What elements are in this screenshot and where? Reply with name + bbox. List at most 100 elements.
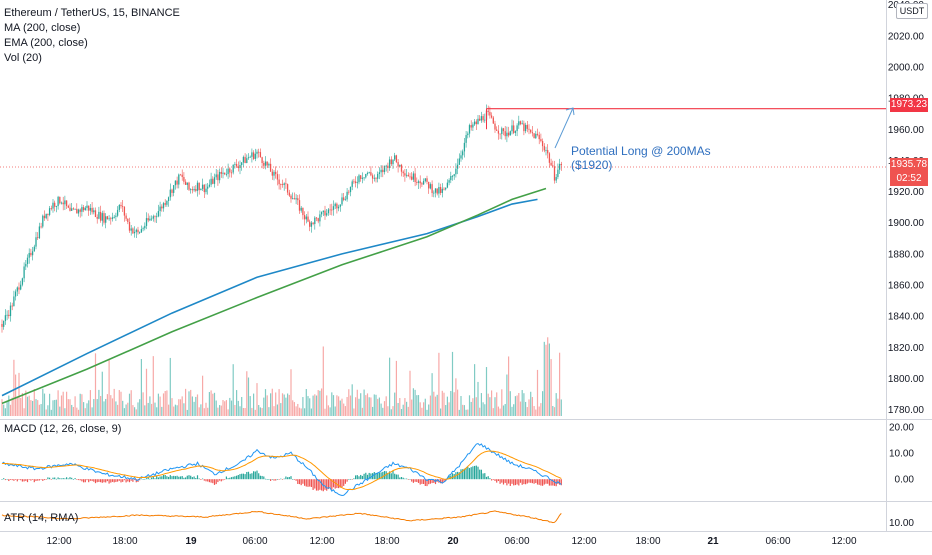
candle — [341, 197, 343, 205]
atr-line[interactable] — [1, 510, 562, 524]
volume-bar — [523, 393, 525, 416]
volume-bar — [472, 398, 474, 416]
macd-histogram-bar — [62, 478, 64, 480]
macd-signal-line[interactable] — [1, 450, 562, 491]
indicator-vol-label[interactable]: Vol (20) — [4, 52, 42, 64]
candle — [140, 229, 143, 233]
macd-histogram-bar — [353, 478, 355, 480]
macd-histogram-bar — [188, 475, 190, 480]
candle — [373, 177, 375, 179]
volume-bar — [360, 393, 362, 416]
volume-bar — [543, 341, 545, 416]
macd-histogram-bar — [77, 479, 80, 481]
macd-histogram-bar — [38, 479, 40, 481]
macd-histogram-bar — [91, 479, 93, 482]
candle — [286, 184, 289, 193]
volume-bar — [122, 400, 124, 416]
candle — [179, 174, 182, 176]
macd-histogram-bar — [271, 479, 273, 480]
ma200-line[interactable] — [1, 198, 538, 397]
macd-histogram-bar — [550, 479, 552, 486]
macd-histogram-bar — [533, 479, 535, 484]
macd-histogram-bar — [215, 479, 217, 485]
volume-bar — [400, 408, 403, 416]
macd-histogram-bar — [202, 478, 204, 480]
candle — [218, 171, 221, 181]
macd-histogram-bar — [552, 479, 554, 486]
candle — [47, 213, 49, 215]
macd-histogram-bar — [538, 479, 540, 485]
candle — [213, 177, 216, 184]
volume-bar — [540, 403, 542, 416]
macd-histogram-bar — [142, 479, 144, 480]
macd-histogram-bar — [139, 479, 141, 481]
volume-bar — [261, 407, 263, 416]
candle — [346, 191, 348, 200]
candle — [144, 225, 146, 229]
candle — [48, 208, 51, 215]
volume-bar — [234, 404, 236, 416]
candle — [375, 177, 377, 179]
candle — [460, 155, 462, 159]
macd-histogram-bar — [203, 479, 205, 481]
candle — [332, 206, 335, 210]
candle — [331, 209, 333, 211]
volume-bar — [161, 406, 163, 416]
ema200-line[interactable] — [1, 187, 547, 405]
volume-bar — [190, 389, 192, 416]
candle — [106, 216, 109, 220]
volume-bar — [397, 403, 399, 416]
volume-bar — [118, 390, 120, 416]
candle — [94, 210, 97, 217]
macd-histogram-bar — [389, 471, 391, 480]
candle — [227, 168, 229, 175]
macd-histogram-bar — [169, 475, 171, 480]
volume-bar — [552, 405, 554, 416]
candle — [365, 173, 367, 178]
macd-histogram-bar — [485, 476, 488, 480]
macd-histogram-bar — [480, 469, 482, 480]
atr-tick-label: 10.00 — [889, 518, 914, 529]
macd-histogram-bar — [3, 478, 5, 480]
candle — [496, 129, 498, 131]
macd-histogram-bar — [28, 479, 30, 480]
candle — [67, 205, 69, 208]
macd-histogram-bar — [186, 475, 188, 480]
annotation-text[interactable]: Potential Long @ 200MAs ($1920) — [571, 144, 711, 172]
macd-histogram-bar — [4, 479, 6, 481]
candle — [297, 198, 299, 201]
candle — [122, 206, 124, 207]
volume-bar — [244, 408, 246, 416]
macd-histogram-bar — [195, 478, 197, 480]
volume-bar — [89, 390, 91, 416]
volume-bar — [353, 408, 355, 416]
volume-bar — [32, 400, 34, 416]
atr-label[interactable]: ATR (14, RMA) — [4, 512, 79, 524]
macd-histogram-bar — [111, 479, 114, 482]
macd-histogram-bar — [450, 475, 452, 480]
annotation-arrow[interactable] — [554, 107, 574, 149]
candle — [385, 165, 387, 167]
volume-bar — [28, 395, 30, 416]
candle — [465, 135, 467, 143]
macd-histogram-bar — [84, 479, 86, 483]
volume-bar — [322, 346, 324, 416]
candle — [156, 216, 158, 218]
volume-bar — [513, 404, 515, 416]
candle — [521, 123, 523, 125]
macd-histogram-bar — [152, 476, 154, 480]
indicator-ma-label[interactable]: MA (200, close) — [4, 22, 81, 34]
macd-label[interactable]: MACD (12, 26, close, 9) — [4, 423, 122, 435]
macd-histogram-bar — [168, 476, 170, 480]
candle — [519, 121, 522, 125]
volume-bar — [525, 401, 527, 416]
volume-bar — [387, 406, 389, 416]
volume-bar — [368, 397, 370, 416]
unit-label[interactable]: USDT — [896, 3, 928, 19]
macd-histogram-bar — [419, 479, 421, 485]
volume-bar — [239, 406, 241, 416]
candle — [368, 172, 370, 173]
indicator-ema-label[interactable]: EMA (200, close) — [4, 37, 88, 49]
